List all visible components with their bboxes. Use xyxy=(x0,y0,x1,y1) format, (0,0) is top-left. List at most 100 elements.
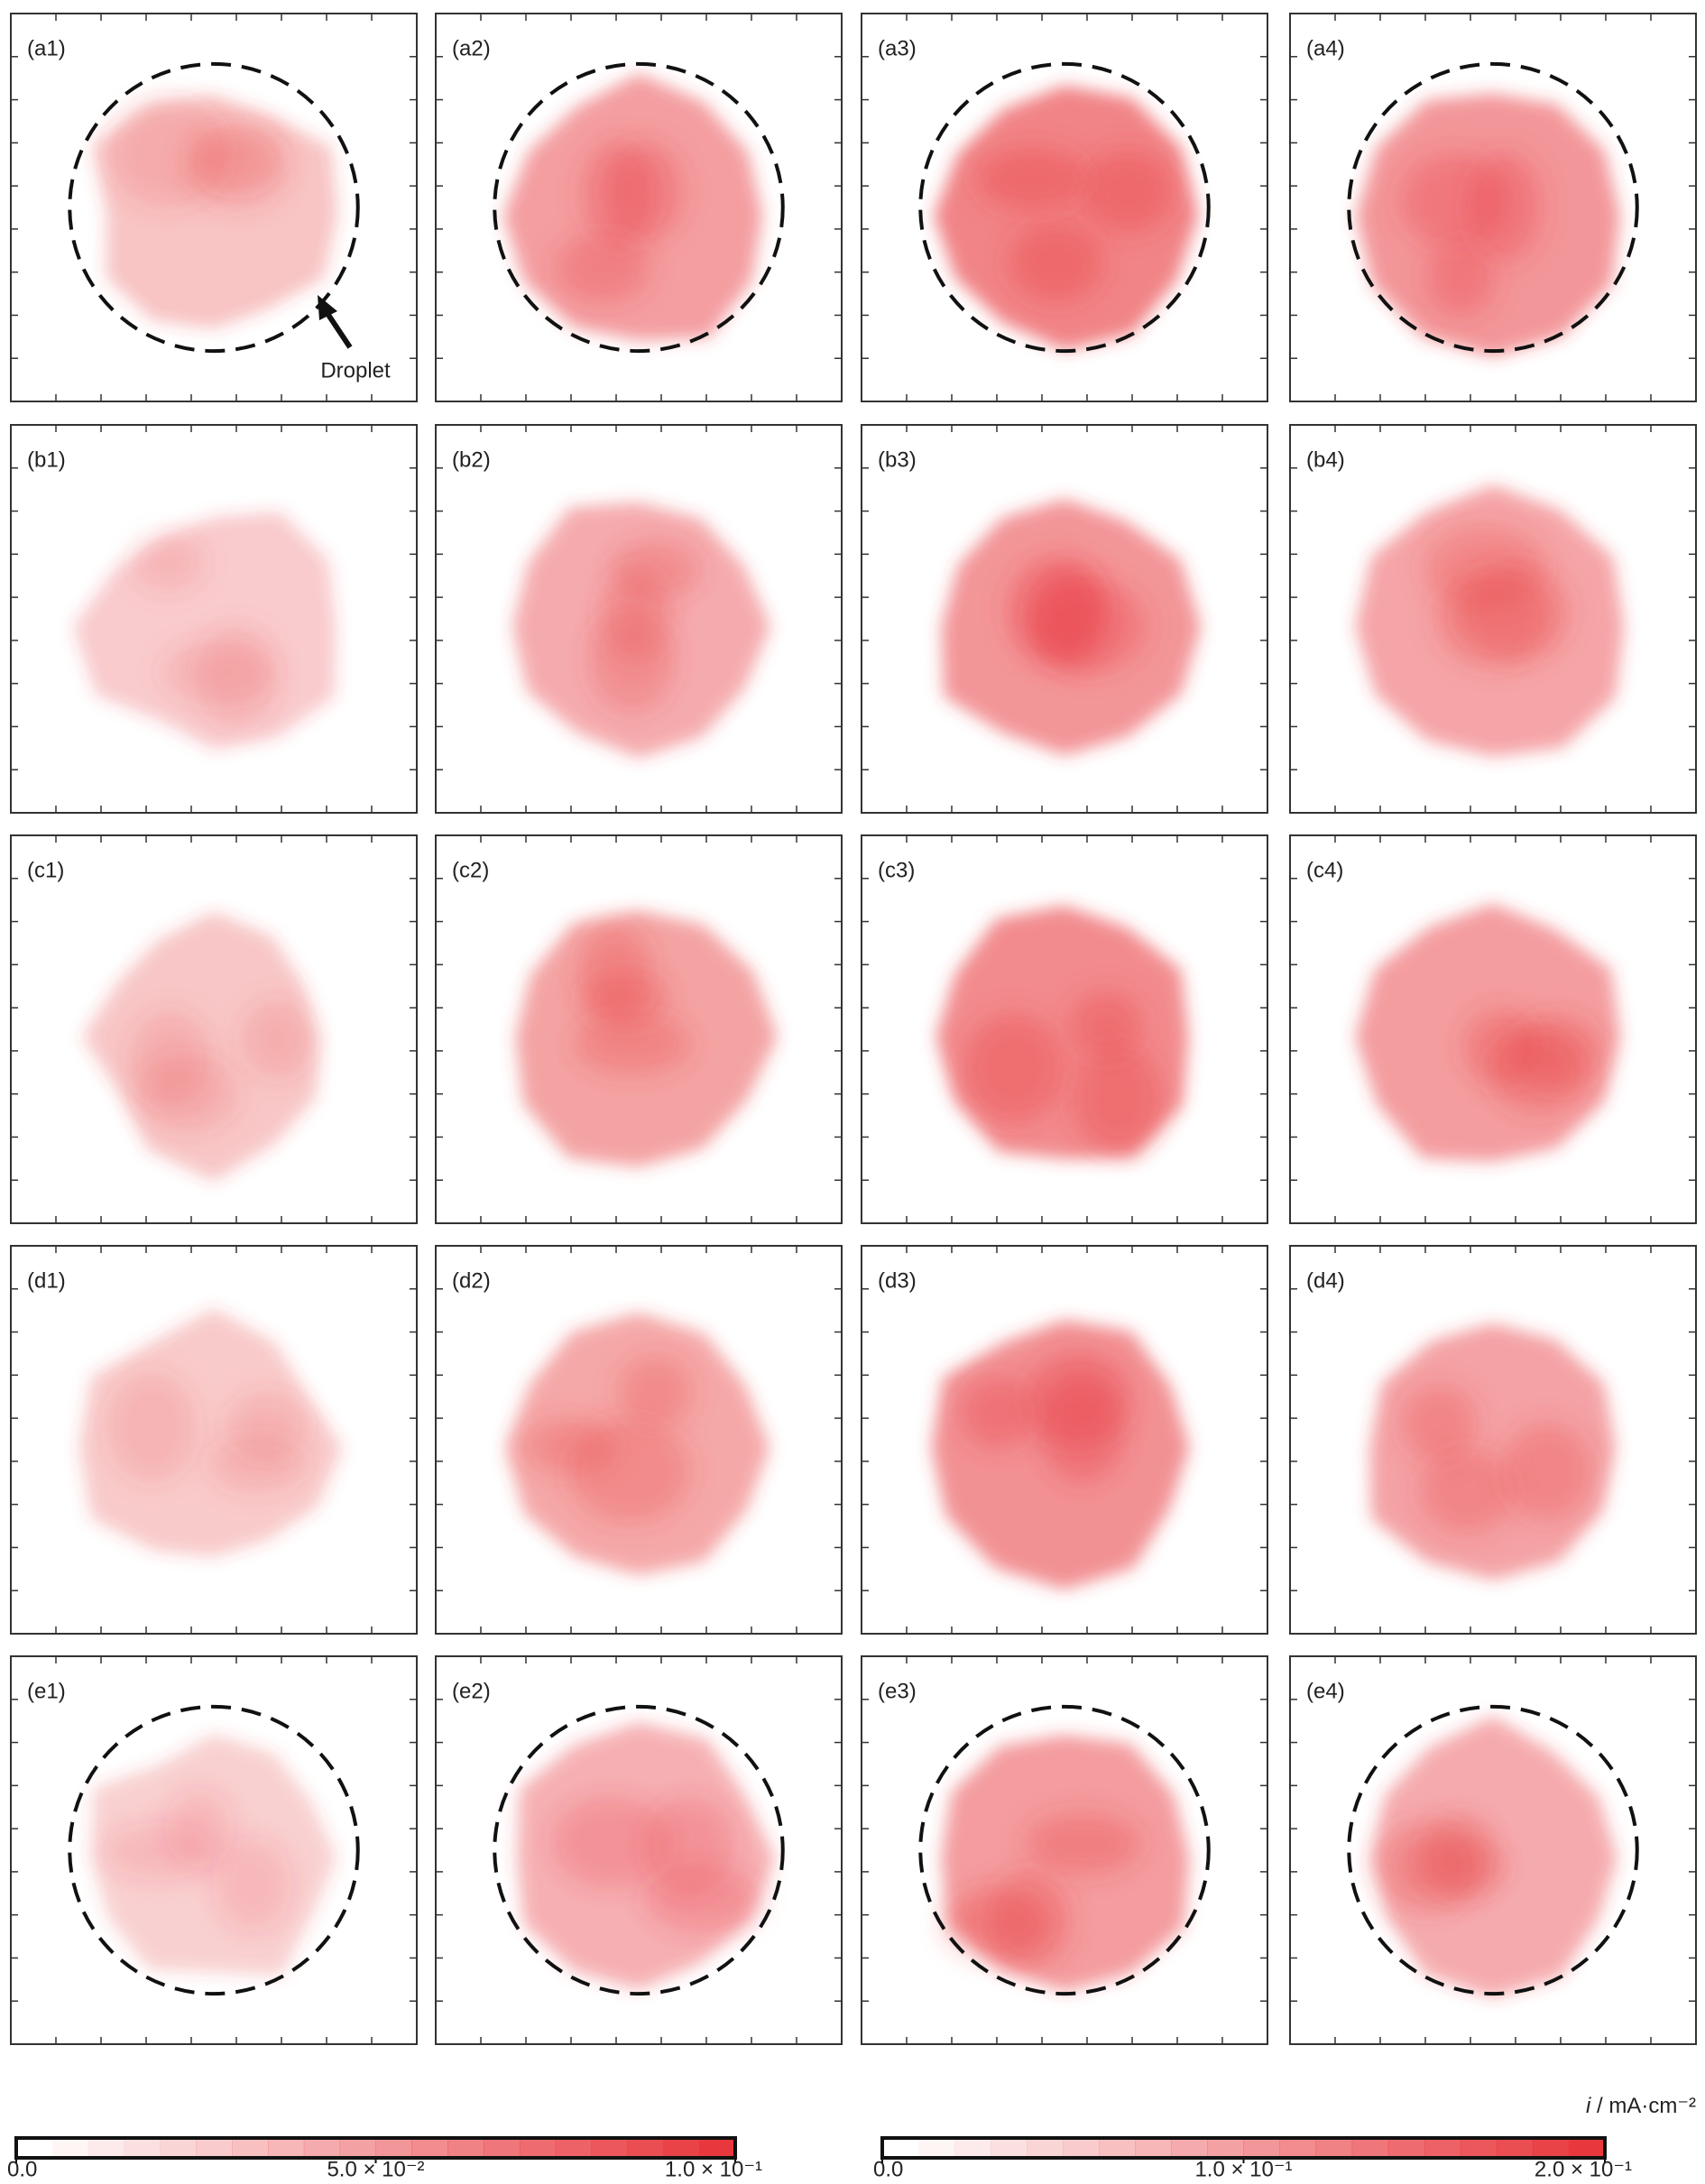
colorbar-step xyxy=(1460,2138,1498,2158)
colorbar-step xyxy=(1063,2138,1100,2158)
panel-label: (e3) xyxy=(878,1679,917,1703)
panel: (d2) xyxy=(435,1245,843,1635)
current-hotspot xyxy=(1502,1423,1591,1520)
current-hotspot xyxy=(1488,1028,1588,1113)
colorbar-step xyxy=(447,2138,484,2158)
current-hotspot xyxy=(1080,150,1175,233)
panel-label: (b3) xyxy=(878,447,917,472)
panel-frame xyxy=(10,13,418,402)
droplet-outline xyxy=(68,1704,360,1996)
droplet-outline xyxy=(493,1704,785,1996)
colorbar-step xyxy=(1243,2138,1281,2158)
current-hotspot xyxy=(959,1376,1036,1450)
panel: (a2) xyxy=(435,13,843,402)
colorbar-step xyxy=(232,2138,269,2158)
panel-frame xyxy=(435,424,843,814)
droplet-outline xyxy=(1347,61,1639,354)
panel-label: (d2) xyxy=(452,1268,491,1293)
panel: (b1) xyxy=(10,424,418,814)
current-map xyxy=(73,511,336,750)
droplet-outline xyxy=(918,61,1211,354)
current-hotspot xyxy=(1024,1350,1131,1446)
panel-label: (c2) xyxy=(452,858,489,882)
colorbar-step xyxy=(1315,2138,1353,2158)
current-hotspot xyxy=(161,640,277,705)
panel: (c1) xyxy=(10,834,418,1224)
panel-frame xyxy=(861,1655,1268,2045)
panel-frame xyxy=(10,1655,418,2045)
panel: (d3) xyxy=(861,1245,1268,1635)
current-hotspot xyxy=(987,1872,1070,1967)
colorbar-step xyxy=(375,2138,412,2158)
panel-label: (c4) xyxy=(1306,858,1343,882)
droplet-outline xyxy=(918,1704,1211,1996)
colorbar-step xyxy=(16,2138,52,2158)
colorbar-tick-label: 0.0 xyxy=(873,2157,903,2181)
colorbar-step xyxy=(196,2138,233,2158)
current-hotspot xyxy=(573,1013,693,1075)
panel: (e1) xyxy=(10,1655,418,2045)
panel: (c3) xyxy=(861,834,1268,1224)
colorbar-step xyxy=(591,2138,628,2158)
panel-label: (e1) xyxy=(27,1679,66,1703)
current-hotspot xyxy=(1434,571,1553,667)
current-hotspot xyxy=(1374,1820,1482,1914)
colorbar-step xyxy=(1496,2138,1534,2158)
colorbar-step xyxy=(1568,2138,1606,2158)
panel-frame xyxy=(861,834,1268,1224)
panel: (e3) xyxy=(861,1655,1268,2045)
colorbar-step xyxy=(1351,2138,1389,2158)
colorbar-step xyxy=(1387,2138,1425,2158)
panel-label: (a4) xyxy=(1306,36,1345,60)
panel: (a1) Droplet xyxy=(10,13,418,402)
panel-label: (e2) xyxy=(452,1679,491,1703)
current-hotspot xyxy=(107,1372,197,1482)
droplet-outline xyxy=(493,61,785,354)
unit-text: / mA·cm⁻² xyxy=(1597,2094,1696,2118)
colorbar-step xyxy=(1279,2138,1317,2158)
droplet-label: Droplet xyxy=(320,358,391,382)
panel-label: (a2) xyxy=(452,36,491,60)
panel-frame xyxy=(435,1655,843,2045)
panel-frame xyxy=(10,834,418,1224)
droplet-outline xyxy=(68,61,360,354)
droplet-outline xyxy=(1347,1704,1639,1996)
current-hotspot xyxy=(207,1433,307,1493)
colorbar-step xyxy=(339,2138,376,2158)
current-hotspot xyxy=(1402,1385,1478,1463)
panel-frame xyxy=(435,13,843,402)
colorbar-step xyxy=(1027,2138,1064,2158)
colorbar-step xyxy=(555,2138,593,2158)
panel: (c4) xyxy=(1289,834,1697,1224)
colorbar-step xyxy=(88,2138,125,2158)
colorbar-step xyxy=(303,2138,341,2158)
current-hotspot xyxy=(1009,222,1103,302)
panel-frame xyxy=(1289,834,1697,1224)
current-hotspot xyxy=(618,1356,693,1429)
panel-label: (d4) xyxy=(1306,1268,1345,1293)
panel-label: (a1) xyxy=(27,36,66,60)
panel-frame xyxy=(861,13,1268,402)
colorbar-tick-label: 1.0 × 10⁻¹ xyxy=(1194,2157,1292,2181)
colorbar-tick-label: 2.0 × 10⁻¹ xyxy=(1534,2157,1632,2181)
current-hotspot xyxy=(587,606,677,714)
current-hotspot xyxy=(555,234,650,303)
current-hotspot xyxy=(551,1795,671,1889)
current-hotspot xyxy=(212,1837,293,1933)
colorbar-step xyxy=(1171,2138,1208,2158)
panel-label: (c3) xyxy=(878,858,915,882)
panel-label: (c1) xyxy=(27,858,64,882)
colorbar-step xyxy=(627,2138,664,2158)
panel-label: (b1) xyxy=(27,447,66,472)
panel-label: (e4) xyxy=(1306,1679,1345,1703)
colorbar-step xyxy=(699,2138,736,2158)
panel-frame xyxy=(10,1245,418,1635)
current-map xyxy=(78,1308,343,1557)
current-hotspot xyxy=(135,1055,238,1132)
panel: (b4) xyxy=(1289,424,1697,814)
colorbar-step xyxy=(1135,2138,1172,2158)
current-hotspot xyxy=(1468,152,1543,263)
panel-frame xyxy=(1289,424,1697,814)
panel-frame xyxy=(435,834,843,1224)
